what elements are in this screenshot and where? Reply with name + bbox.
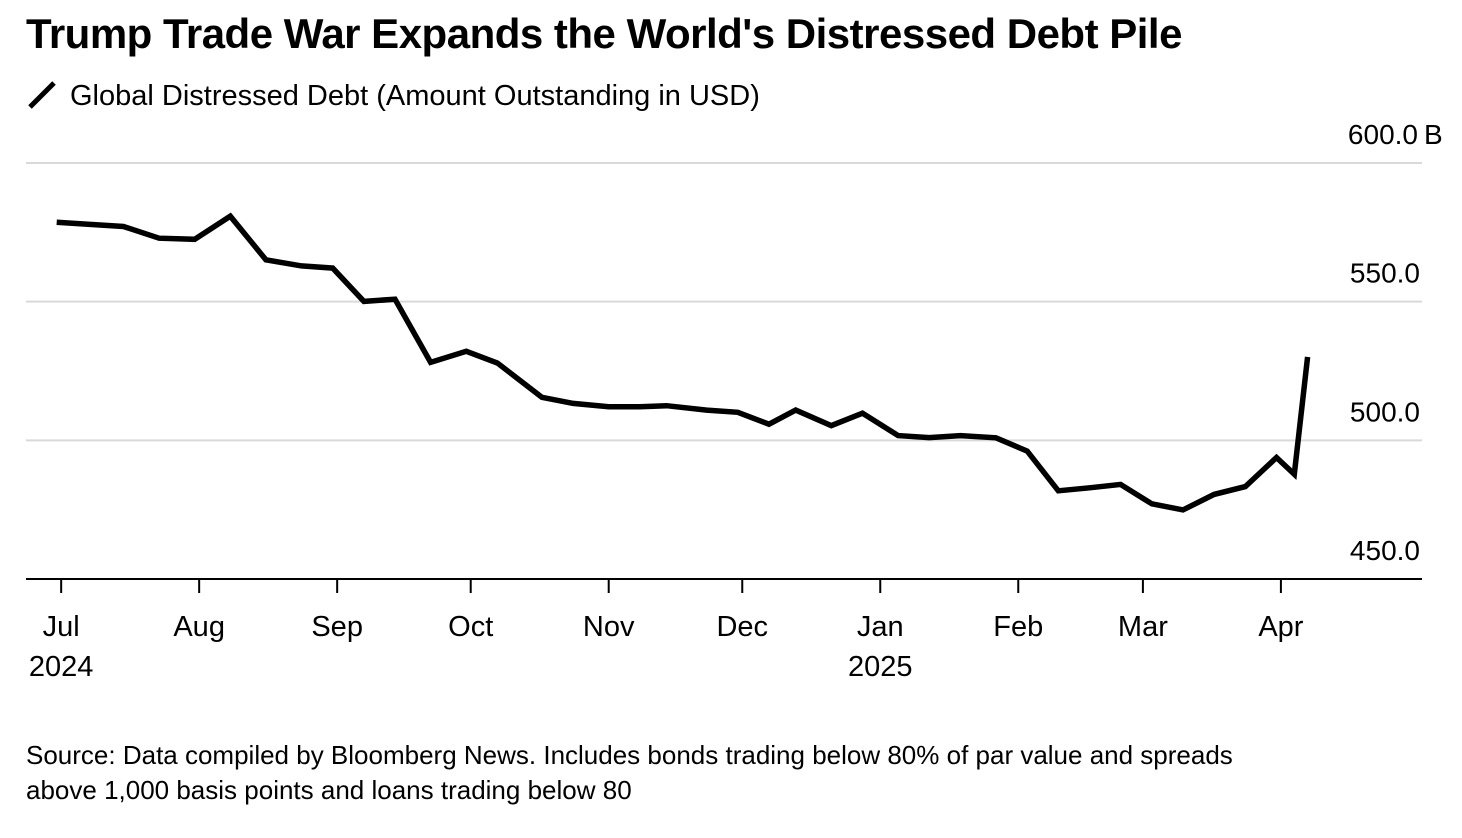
x-tick-label: Jul <box>43 611 80 643</box>
x-tick-label: Dec <box>716 611 768 643</box>
footnote: Source: Data compiled by Bloomberg News.… <box>26 738 1436 808</box>
y-tick-label: 450.0 <box>1350 535 1420 566</box>
x-tick-label: Mar <box>1118 611 1168 643</box>
legend-line-icon <box>28 81 56 109</box>
y-tick-label: 600.0 <box>1348 119 1418 150</box>
x-tick-label: Oct <box>448 611 493 643</box>
legend: Global Distressed Debt (Amount Outstandi… <box>26 78 760 114</box>
y-tick-label: 500.0 <box>1350 396 1420 427</box>
x-axis-tick-labels: Jul 2024 Aug Sep Oct Nov Dec Jan 2025 Feb Mar Apr <box>29 611 1304 683</box>
x-tick-year-label: 2024 <box>29 651 94 683</box>
y-axis-tick-labels: 450.0 500.0 550.0 600.0 B <box>1348 119 1443 566</box>
series-layer <box>56 212 1311 513</box>
x-tick-label: Aug <box>173 611 225 643</box>
gridlines <box>26 162 1422 442</box>
footnote-line-2: above 1,000 basis points and loans tradi… <box>26 775 632 805</box>
x-tick-label: Feb <box>993 611 1043 643</box>
x-axis <box>26 578 1422 593</box>
x-tick-label: Apr <box>1258 611 1303 643</box>
series-line <box>56 212 1311 513</box>
legend-label: Global Distressed Debt (Amount Outstandi… <box>70 79 760 112</box>
x-tick-label: Nov <box>583 611 635 643</box>
x-tick-label: Jan <box>857 611 904 643</box>
x-tick-label: Sep <box>311 611 363 643</box>
chart-title: Trump Trade War Expands the World's Dist… <box>26 10 1182 57</box>
footnote-line-1: Source: Data compiled by Bloomberg News.… <box>26 740 1233 770</box>
y-tick-label: 550.0 <box>1350 258 1420 289</box>
y-unit-label: B <box>1424 119 1443 150</box>
x-tick-year-label: 2025 <box>848 651 913 683</box>
